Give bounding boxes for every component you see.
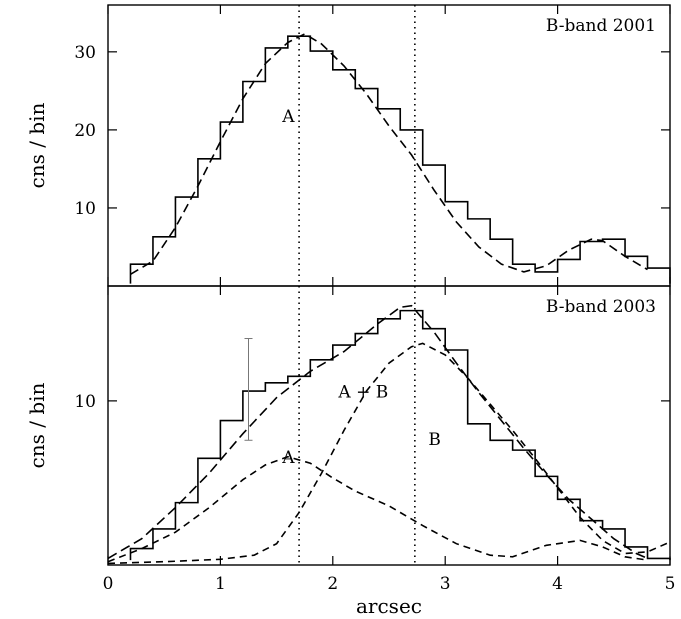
panel-2003-annotation-a: A <box>281 448 295 468</box>
panel-2001-annotation-a: A <box>281 107 295 127</box>
x-tick-label-2: 2 <box>327 574 338 594</box>
panel-2003-error-bar <box>244 338 253 441</box>
panel-2001: 10 20 30 A B-band 2001 cns / bin <box>25 4 671 287</box>
panel-2001-title: B-band 2001 <box>546 16 656 36</box>
panel-2003-frame <box>107 285 671 566</box>
panel-2001-histogram <box>129 35 671 284</box>
panel-2003-series-b <box>107 342 671 565</box>
panel-2001-y-tick-label-10: 10 <box>74 199 96 219</box>
panel-2001-y-axis-label: cns / bin <box>25 102 49 188</box>
x-tick-label-4: 4 <box>552 574 563 594</box>
panel-2001-model-curve <box>130 32 648 275</box>
panel-2003-annotation-b: B <box>428 430 441 450</box>
x-tick-label-5: 5 <box>665 574 676 594</box>
panel-2003-y-tick-label-10: 10 <box>74 392 96 412</box>
panel-2001-y-tick-label-20: 20 <box>74 121 96 141</box>
panel-2003-title: B-band 2003 <box>546 297 656 317</box>
x-tick-label-3: 3 <box>440 574 451 594</box>
panel-2003: 10 0 1 2 3 4 5 A + B A B B-band 2003 cns / bin ar… <box>25 285 675 618</box>
panel-2003-marks: 10 0 1 2 3 4 5 A + B A B <box>74 286 675 594</box>
panel-2003-annotation-a-b: A + B <box>337 383 388 403</box>
panel-2003-series-a-b <box>107 304 648 560</box>
panel-2001-marks: 10 20 30 A <box>74 5 671 286</box>
x-tick-label-0: 0 <box>103 574 114 594</box>
panel-2001-y-tick-label-30: 30 <box>74 43 96 63</box>
panel-2003-series-a <box>107 455 648 563</box>
x-tick-label-1: 1 <box>215 574 226 594</box>
panel-2001-frame <box>107 4 671 287</box>
x-axis-label: arcsec <box>356 594 422 618</box>
panel-2003-y-axis-label: cns / bin <box>25 382 49 468</box>
panel-2003-histogram <box>129 309 671 561</box>
